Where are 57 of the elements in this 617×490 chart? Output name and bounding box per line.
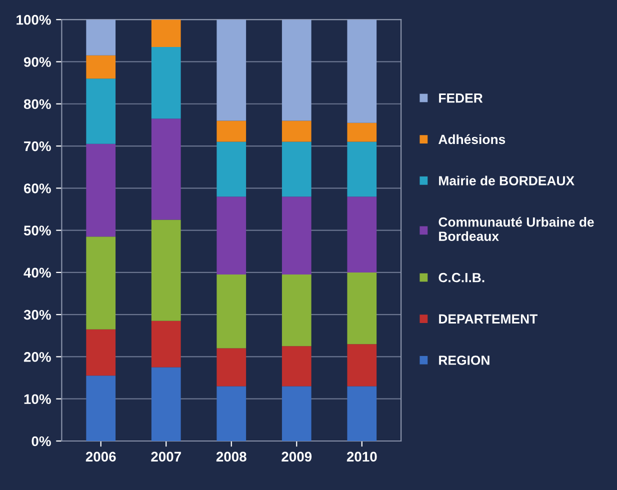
bar — [282, 386, 312, 441]
bar — [347, 142, 377, 197]
y-tick-label: 30% — [24, 310, 51, 320]
bar — [347, 344, 377, 386]
y-tick-label: 70% — [24, 141, 51, 152]
legend-label: C.C.I.B. — [438, 272, 484, 282]
bar — [282, 142, 312, 197]
bar — [347, 196, 377, 272]
bar — [216, 348, 246, 386]
bar — [151, 220, 181, 321]
bar — [86, 329, 116, 376]
bar — [347, 272, 377, 344]
x-tick-label: 2006 — [86, 452, 116, 462]
bar — [347, 20, 377, 123]
y-tick-label: 20% — [24, 352, 51, 362]
x-tick-label: 2010 — [346, 452, 377, 462]
bar — [86, 376, 116, 441]
y-tick-label: 0% — [32, 436, 51, 446]
bar — [347, 386, 377, 441]
bar — [86, 55, 116, 79]
bar — [282, 274, 312, 346]
bar — [151, 118, 181, 220]
bar — [151, 20, 181, 47]
y-tick-label: 100% — [16, 14, 51, 25]
y-tick-label: 50% — [24, 226, 51, 236]
bar — [216, 20, 246, 121]
legend-label: FEDER — [439, 94, 483, 103]
x-tick-label: 2007 — [151, 452, 181, 462]
bar — [216, 274, 246, 348]
bar — [216, 120, 246, 142]
legend-label: Communauté Urbaine de Bordeaux — [438, 216, 594, 241]
bar — [347, 122, 377, 142]
y-tick-label: 60% — [24, 183, 51, 194]
bar — [86, 20, 116, 56]
bar — [151, 46, 181, 119]
y-tick-label: 10% — [24, 394, 51, 404]
x-tick-label: 2009 — [282, 452, 312, 462]
bar — [216, 142, 246, 197]
legend-label: REGION — [439, 356, 490, 365]
bar — [282, 346, 312, 386]
bar — [282, 20, 312, 121]
y-tick-label: 90% — [24, 57, 51, 67]
x-tick-label: 2008 — [216, 452, 246, 462]
legend-label: Adhésions — [438, 134, 506, 144]
y-tick-label: 40% — [24, 268, 51, 278]
bar — [86, 144, 116, 237]
legend-label: DEPARTEMENT — [439, 314, 538, 324]
bar — [151, 367, 181, 441]
bar — [282, 120, 312, 142]
bar — [86, 236, 116, 330]
bar — [86, 78, 116, 144]
bar — [282, 196, 312, 275]
bar — [216, 386, 246, 441]
bar — [151, 320, 181, 368]
legend-label: Mairie de BORDEAUX — [439, 176, 574, 186]
y-tick-label: 80% — [24, 99, 51, 110]
bar — [216, 196, 246, 275]
